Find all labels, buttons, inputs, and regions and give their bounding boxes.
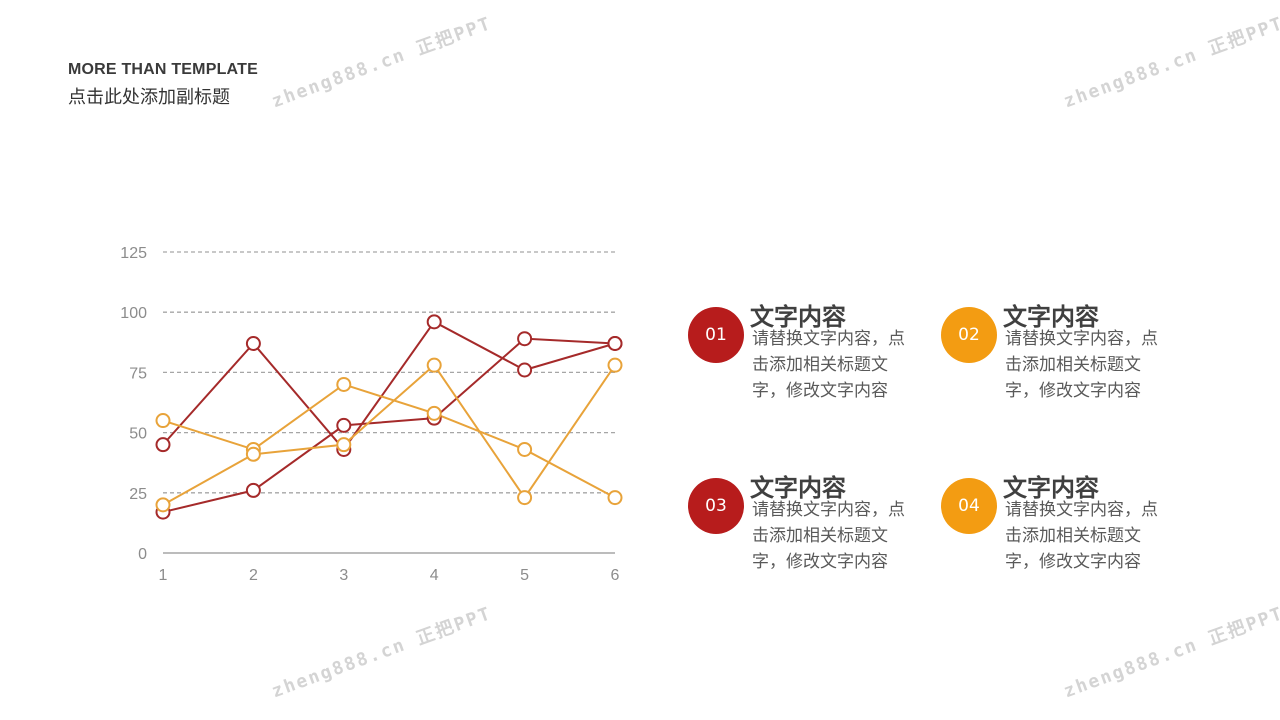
- info-item-1: 01 文字内容 请替换文字内容，点击添加相关标题文字，修改文字内容: [688, 303, 928, 447]
- info-item-3: 03 文字内容 请替换文字内容，点击添加相关标题文字，修改文字内容: [688, 474, 928, 618]
- info-item-2: 02 文字内容 请替换文字内容，点击添加相关标题文字，修改文字内容: [941, 303, 1181, 447]
- page-subtitle: 点击此处添加副标题: [68, 87, 230, 108]
- series-4-point: [607, 357, 623, 373]
- item-description: 请替换文字内容，点击添加相关标题文字，修改文字内容: [752, 329, 905, 401]
- y-tick-label: 125: [120, 245, 147, 262]
- series-4-point: [245, 446, 261, 462]
- item-heading: 文字内容: [1003, 303, 1099, 331]
- series-4-point: [517, 490, 533, 506]
- number-badge: 01: [688, 307, 744, 363]
- series-3-point: [336, 376, 352, 392]
- x-tick-label: 5: [520, 567, 529, 584]
- series-4-point: [155, 497, 171, 513]
- series-2-point: [245, 482, 261, 498]
- series-2-point: [517, 331, 533, 347]
- series-3-point: [517, 441, 533, 457]
- x-tick-label: 2: [249, 567, 258, 584]
- series-2-point: [607, 336, 623, 352]
- series-line-1: [162, 320, 616, 452]
- series-4-point: [426, 357, 442, 373]
- series-1-point: [517, 362, 533, 378]
- number-badge: 04: [941, 478, 997, 534]
- item-heading: 文字内容: [1003, 474, 1099, 502]
- x-tick-label: 1: [159, 567, 168, 584]
- series-1-point: [245, 336, 261, 352]
- item-description: 请替换文字内容，点击添加相关标题文字，修改文字内容: [1005, 500, 1158, 572]
- y-tick-label: 50: [129, 426, 147, 443]
- series-line-2: [162, 337, 616, 514]
- series-4-point: [336, 437, 352, 453]
- series-3-point: [607, 490, 623, 506]
- item-description: 请替换文字内容，点击添加相关标题文字，修改文字内容: [1005, 329, 1158, 401]
- header: MORE THAN TEMPLATE 点击此处添加副标题: [68, 61, 258, 109]
- series-1-point: [155, 437, 171, 453]
- info-item-4: 04 文字内容 请替换文字内容，点击添加相关标题文字，修改文字内容: [941, 474, 1181, 618]
- series-3-point: [155, 413, 171, 429]
- item-description: 请替换文字内容，点击添加相关标题文字，修改文字内容: [752, 500, 905, 572]
- series-line-4: [162, 363, 616, 506]
- y-tick-label: 25: [129, 486, 147, 503]
- series-1-point: [426, 314, 442, 330]
- number-badge: 02: [941, 307, 997, 363]
- item-heading: 文字内容: [750, 303, 846, 331]
- y-tick-label: 0: [138, 546, 147, 563]
- number-badge: 03: [688, 478, 744, 534]
- x-tick-label: 3: [339, 567, 348, 584]
- series-line-3: [162, 383, 616, 499]
- x-tick-label: 4: [430, 567, 439, 584]
- page-title: MORE THAN TEMPLATE: [68, 61, 258, 78]
- item-heading: 文字内容: [750, 474, 846, 502]
- x-tick-label: 6: [611, 567, 620, 584]
- series-3-point: [426, 405, 442, 421]
- series-2-point: [336, 417, 352, 433]
- y-tick-label: 100: [120, 305, 147, 322]
- y-tick-label: 75: [129, 365, 147, 382]
